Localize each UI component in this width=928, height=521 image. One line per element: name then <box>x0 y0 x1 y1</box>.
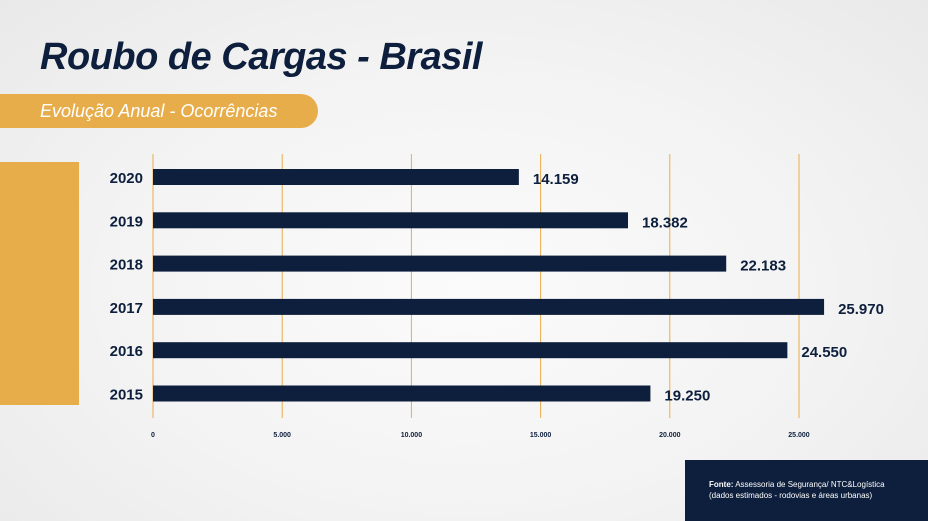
y-tick-label: 2016 <box>110 343 143 360</box>
data-label: 22.183 <box>740 258 786 275</box>
source-line: Fonte: Assessoria de Segurança/ NTC&Logí… <box>709 480 885 489</box>
y-tick-label: 2017 <box>110 300 143 317</box>
x-tick-label: 25.000 <box>788 432 810 439</box>
x-tick-label: 10.000 <box>401 432 423 439</box>
x-tick-label: 0 <box>151 432 155 439</box>
bar <box>153 255 727 272</box>
source-box: Fonte: Assessoria de Segurança/ NTC&Logí… <box>685 460 928 521</box>
data-label: 25.970 <box>838 301 884 318</box>
x-tick-label: 5.000 <box>273 432 291 439</box>
bar <box>153 342 788 359</box>
bar <box>153 298 825 315</box>
chart-subtitle: Evolução Anual - Ocorrências <box>40 101 278 121</box>
source-note: (dados estimados - rodovias e áreas urba… <box>709 491 873 500</box>
data-label: 19.250 <box>664 388 710 405</box>
label-layer: 0 5.000 10.000 15.000 20.000 25.000 2020 14.159… <box>110 170 884 439</box>
x-tick-label: 20.000 <box>659 432 681 439</box>
grid-layer <box>152 154 800 418</box>
bar <box>153 385 651 402</box>
y-tick-label: 2019 <box>110 213 143 230</box>
y-tick-label: 2015 <box>110 387 143 404</box>
bar <box>153 169 519 185</box>
data-label: 14.159 <box>533 171 579 188</box>
data-label: 24.550 <box>801 344 847 361</box>
bar-layer <box>153 169 825 402</box>
source-text: Assessoria de Segurança/ NTC&Logística <box>735 480 885 489</box>
bar <box>153 212 628 229</box>
source-label: Fonte: <box>709 480 734 489</box>
decorative-side-block <box>0 162 79 405</box>
chart-title: Roubo de Cargas - Brasil <box>40 36 482 78</box>
x-tick-label: 15.000 <box>530 432 552 439</box>
data-label: 18.382 <box>642 214 688 231</box>
y-tick-label: 2018 <box>110 257 143 274</box>
subtitle-banner: Evolução Anual - Ocorrências <box>0 94 318 128</box>
y-tick-label: 2020 <box>110 170 143 187</box>
